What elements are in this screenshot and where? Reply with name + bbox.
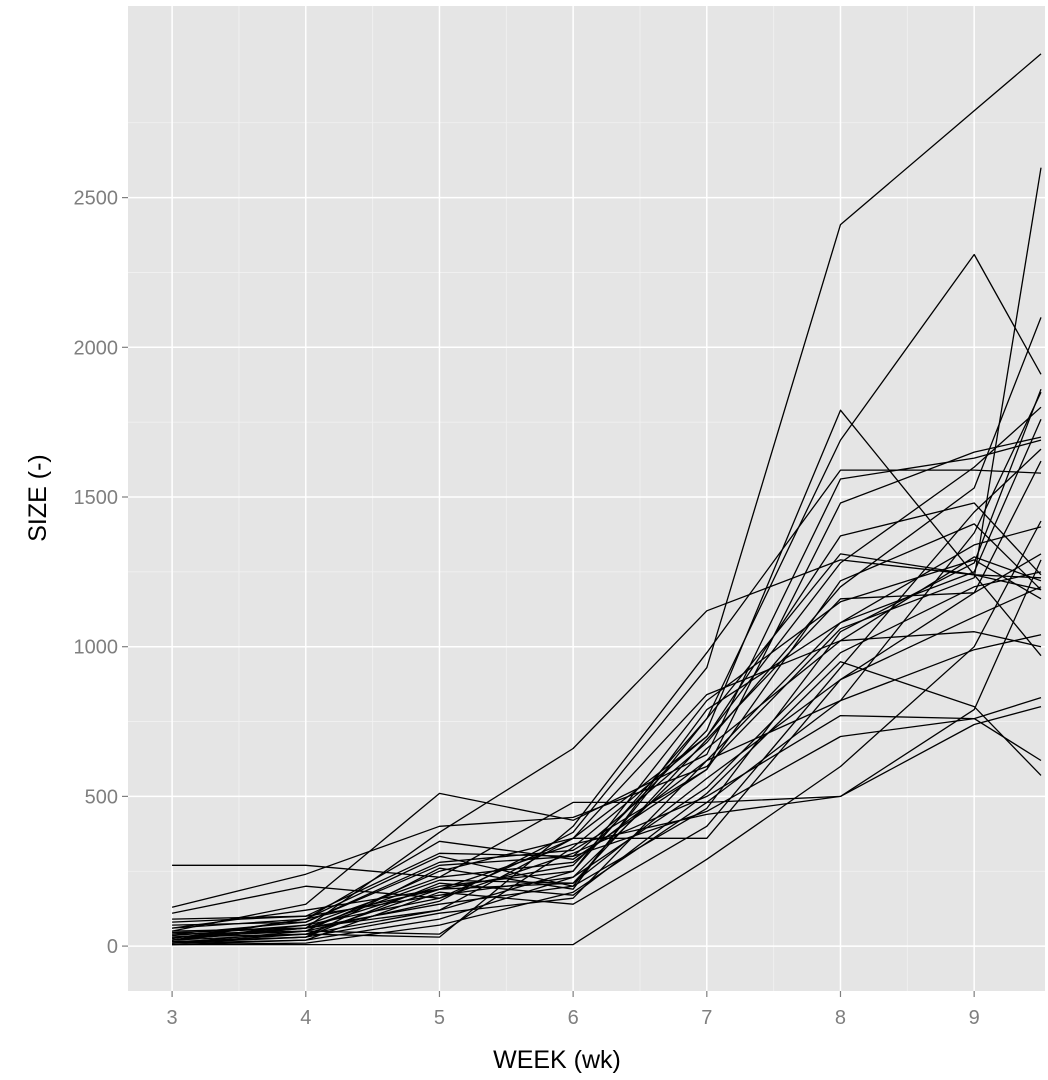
- y-tick-label: 2500: [74, 188, 119, 210]
- series-line-29: [172, 460, 1042, 932]
- x-tick-label: 8: [835, 1007, 846, 1029]
- x-axis: 3 4 5 6 7 8 9: [167, 991, 980, 1029]
- series-line-19: [172, 523, 1042, 929]
- x-axis-title: WEEK (wk): [493, 1046, 621, 1074]
- x-tick-label: 9: [969, 1007, 980, 1029]
- y-axis-title: SIZE (-): [24, 454, 52, 542]
- major-gridlines: [128, 6, 1045, 991]
- y-axis: 0 500 1000 1500 2000 2500: [74, 188, 128, 958]
- y-tick-label: 2000: [74, 337, 119, 359]
- series-line-13: [172, 418, 1042, 943]
- series-line-31: [172, 391, 1042, 946]
- x-tick-label: 7: [701, 1007, 712, 1029]
- series-line-10: [172, 520, 1042, 946]
- series-line-27: [172, 436, 1042, 935]
- y-tick-label: 1000: [74, 637, 119, 659]
- x-tick-label: 6: [568, 1007, 579, 1029]
- y-tick-label: 0: [107, 936, 118, 958]
- series-line-21: [172, 448, 1042, 944]
- series-line-9: [172, 661, 1042, 944]
- x-tick-label: 4: [300, 1007, 311, 1029]
- y-tick-label: 500: [85, 786, 118, 808]
- series-line-20: [172, 406, 1042, 941]
- x-tick-label: 3: [167, 1007, 178, 1029]
- minor-gridlines: [128, 6, 1045, 991]
- series-line-4: [172, 469, 1042, 938]
- series-line-15: [171, 714, 1042, 914]
- plot-panel: [128, 6, 1045, 991]
- series-line-28: [172, 559, 1042, 944]
- x-tick-label: 5: [434, 1007, 445, 1029]
- series-line-14: [172, 586, 1042, 940]
- y-tick-label: 1500: [74, 487, 119, 509]
- series-line-18: [172, 631, 1042, 946]
- series-lines: [171, 53, 1042, 946]
- series-line-32: [172, 556, 1042, 938]
